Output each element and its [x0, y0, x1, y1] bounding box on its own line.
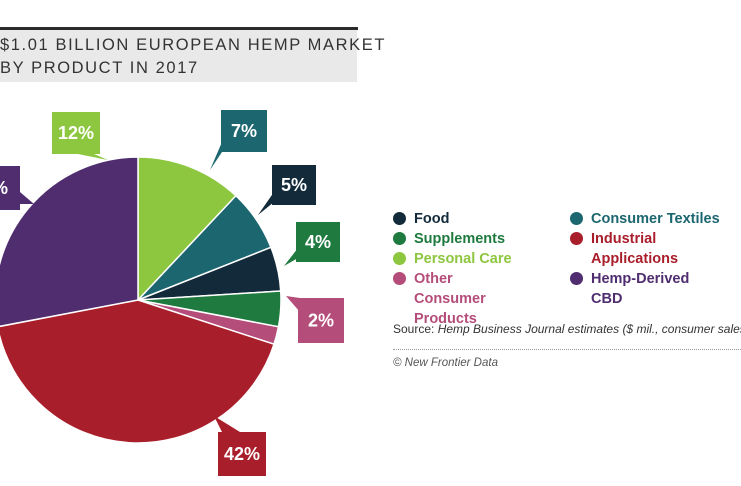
legend-label-other-consumer-products: Other Consumer Products — [414, 271, 486, 327]
chart-title-line-1: $1.01 BILLION EUROPEAN HEMP MARKET — [0, 36, 387, 54]
data-label-industrial-applications: 42% — [224, 444, 260, 464]
legend-item-supplements: Supplements — [393, 229, 553, 249]
legend-label-personal-care: Personal Care — [414, 251, 512, 267]
callout-industrial-applications: 42% — [214, 416, 266, 476]
legend-swatch-other-consumer-products — [393, 272, 406, 285]
data-label-personal-care: 12% — [58, 123, 94, 143]
legend-item-consumer-textiles: Consumer Textiles — [570, 209, 740, 229]
legend-item-hemp-derived-cbd: Hemp-Derived CBD — [570, 269, 715, 309]
source-text: Hemp Business Journal estimates ($ mil.,… — [434, 322, 741, 336]
legend-swatch-food — [393, 212, 406, 225]
source-divider — [393, 349, 741, 350]
callout-personal-care: 12% — [52, 112, 108, 160]
copyright-text: © New Frontier Data — [393, 357, 498, 369]
source-note: Source: Hemp Business Journal estimates … — [393, 322, 741, 336]
legend-item-food: Food — [393, 209, 553, 229]
data-label-consumer-textiles: 7% — [231, 121, 257, 141]
legend-label-supplements: Supplements — [414, 231, 506, 247]
callout-hemp-derived-cbd: % — [0, 166, 34, 210]
pie-slice-hemp-derived-cbd — [0, 156, 139, 328]
title-rule — [0, 27, 358, 30]
data-label-food: 5% — [281, 175, 307, 195]
pie-slice-industrial-applications — [0, 299, 275, 444]
legend-swatch-industrial-applications — [570, 232, 583, 245]
legend-item-other-consumer-products: Other Consumer Products — [393, 269, 528, 329]
callout-other-consumer-products: 2% — [286, 296, 344, 343]
legend-swatch-personal-care — [393, 252, 406, 265]
legend-label-industrial-applications: Industrial Applications — [591, 231, 679, 267]
legend-item-personal-care: Personal Care — [393, 249, 553, 269]
legend-swatch-hemp-derived-cbd — [570, 272, 583, 285]
source-prefix: Source: — [393, 322, 435, 336]
data-label-other-consumer-products: 2% — [308, 311, 334, 331]
legend-swatch-consumer-textiles — [570, 212, 583, 225]
data-label-supplements: 4% — [305, 232, 331, 252]
pie-slice-personal-care — [137, 156, 237, 302]
legend-label-consumer-textiles: Consumer Textiles — [591, 211, 720, 227]
callout-supplements: 4% — [284, 222, 340, 266]
legend-item-industrial-applications: Industrial Applications — [570, 229, 680, 269]
legend-swatch-supplements — [393, 232, 406, 245]
callout-food: 5% — [258, 165, 316, 215]
chart-title-line-2: BY PRODUCT IN 2017 — [0, 59, 199, 77]
callout-consumer-textiles: 7% — [210, 110, 267, 170]
title-banner: $1.01 BILLION EUROPEAN HEMP MARKET BY PR… — [0, 30, 384, 82]
legend-label-food: Food — [414, 211, 450, 227]
legend-label-hemp-derived-cbd: Hemp-Derived CBD — [591, 271, 690, 307]
data-label-hemp-derived-cbd: % — [0, 178, 8, 198]
